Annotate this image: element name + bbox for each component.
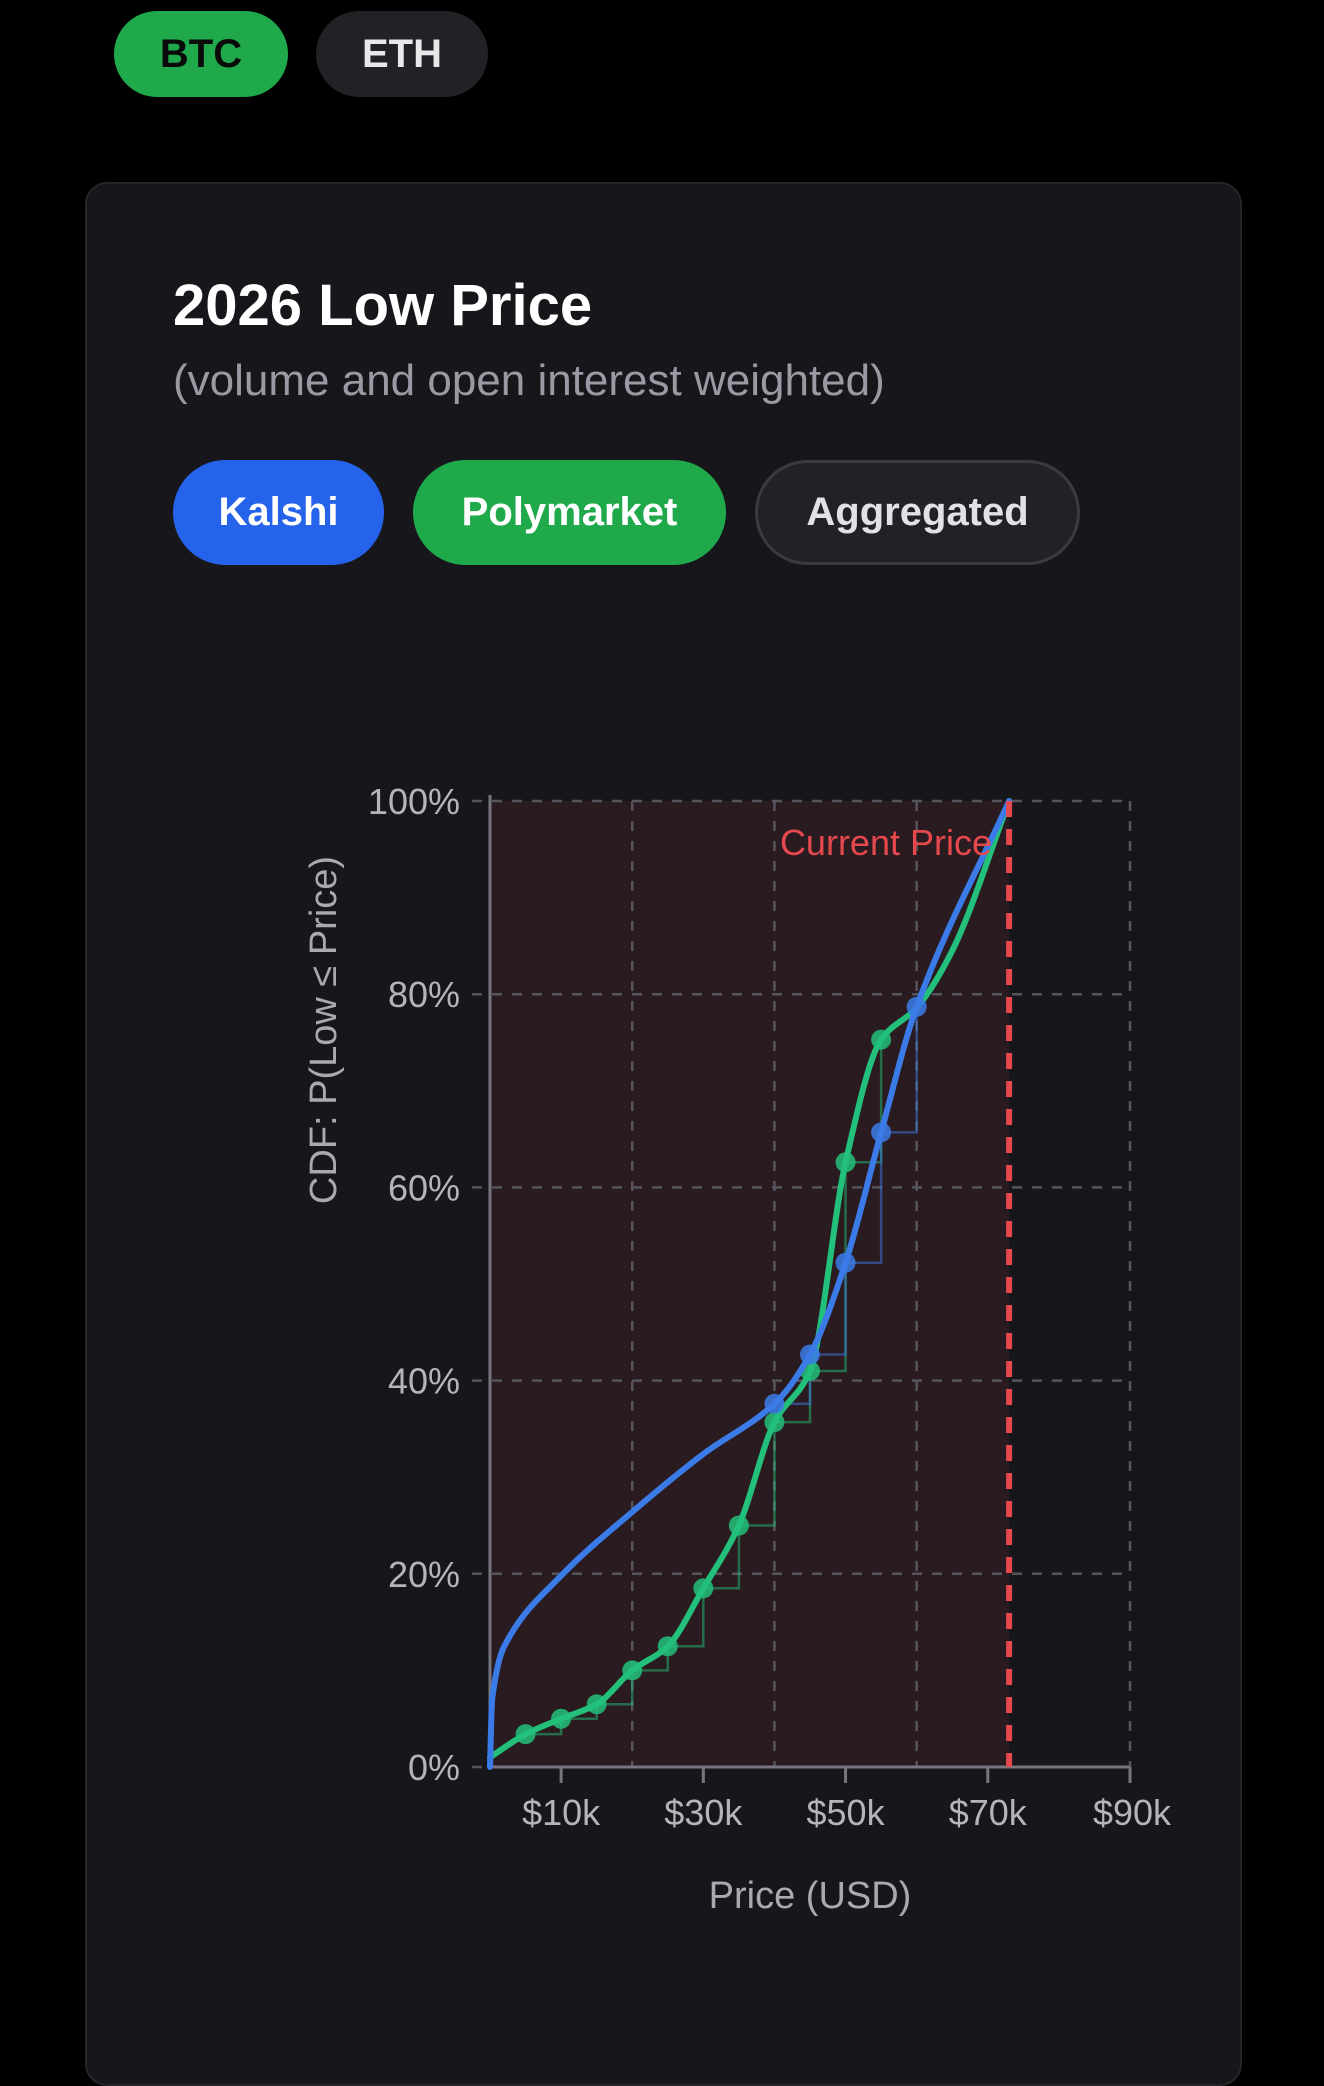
polymarket-data-point [871,1029,892,1050]
polymarket-data-point [657,1636,678,1657]
kalshi-data-point [835,1252,856,1273]
x-tick-label: $30k [664,1792,743,1833]
y-tick-label: 40% [388,1361,460,1402]
kalshi-toggle[interactable]: Kalshi [173,460,384,565]
kalshi-data-point [764,1393,785,1414]
kalshi-data-point [871,1122,892,1143]
polymarket-data-point [551,1708,572,1729]
cdf-chart: 0% 20% 40% 60% 80% 100% $10k $30k $50k $70k $90k C… [303,781,1172,1917]
aggregated-toggle[interactable]: Aggregated [755,460,1080,565]
x-tick-label: $10k [522,1792,601,1833]
current-price-label: Current Price [780,822,992,863]
y-tick-label: 100% [368,781,460,822]
below-current-price-shading [490,801,1010,1767]
x-tick-label: $90k [1093,1792,1172,1833]
kalshi-data-point [800,1344,820,1365]
card-title: 2026 Low Price [173,273,593,338]
kalshi-data-point [906,996,927,1017]
polymarket-data-point [515,1724,536,1745]
polymarket-data-point [835,1152,856,1173]
polymarket-toggle[interactable]: Polymarket [413,460,726,565]
y-tick-label: 0% [408,1747,460,1788]
polymarket-data-point [728,1515,749,1536]
polymarket-data-point [622,1660,643,1681]
y-tick-label: 80% [388,974,460,1015]
polymarket-data-point [693,1578,714,1599]
btc-button[interactable]: BTC [114,11,288,97]
x-axis-label: Price (USD) [709,1875,912,1917]
y-tick-label: 20% [388,1554,460,1595]
y-tick-label: 60% [388,1167,460,1208]
x-tick-label: $50k [807,1792,886,1833]
polymarket-data-point [764,1412,785,1433]
eth-button[interactable]: ETH [316,11,488,97]
polymarket-data-point [586,1694,607,1715]
x-tick-label: $70k [949,1792,1028,1833]
y-axis-label: CDF: P(Low ≤ Price) [303,856,345,1204]
card-subtitle: (volume and open interest weighted) [173,356,885,405]
